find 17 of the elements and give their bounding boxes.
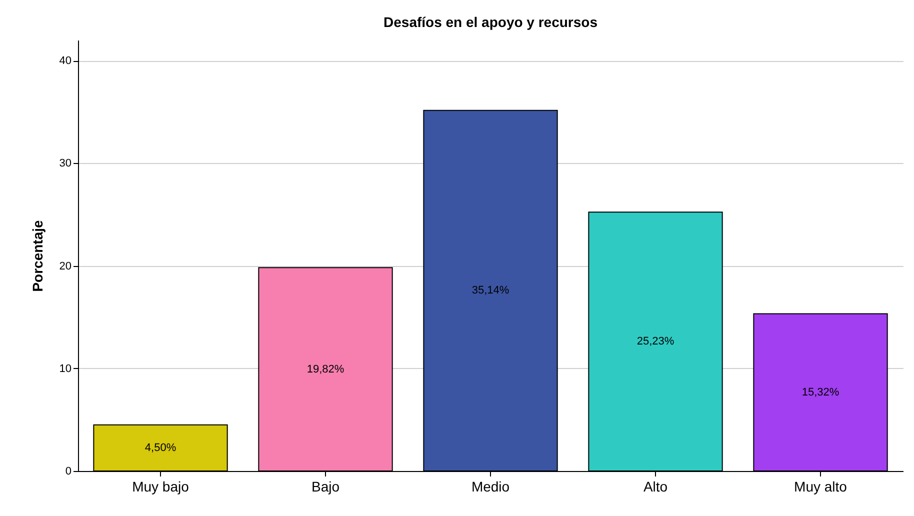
- y-tick-label: 40: [59, 55, 72, 68]
- y-tick-label: 30: [59, 158, 72, 170]
- y-tick-label: 0: [65, 466, 72, 478]
- data-label: 19,82%: [306, 363, 344, 376]
- y-axis-title: Porcentaje: [29, 220, 46, 292]
- x-tick-label: Alto: [643, 478, 668, 494]
- data-label: 15,32%: [802, 386, 840, 398]
- y-tick-label: 10: [59, 362, 72, 375]
- data-label: 35,14%: [472, 284, 510, 297]
- x-tick-label: Muy bajo: [132, 478, 190, 494]
- y-tick-label: 20: [59, 260, 72, 272]
- chart-title: Desafíos en el apoyo y recursos: [384, 14, 598, 30]
- x-tick-label: Muy alto: [794, 478, 848, 494]
- data-label: 25,23%: [636, 336, 674, 348]
- x-tick-label: Medio: [471, 478, 510, 494]
- x-tick-label: Bajo: [311, 478, 340, 494]
- data-label: 4,50%: [144, 442, 176, 454]
